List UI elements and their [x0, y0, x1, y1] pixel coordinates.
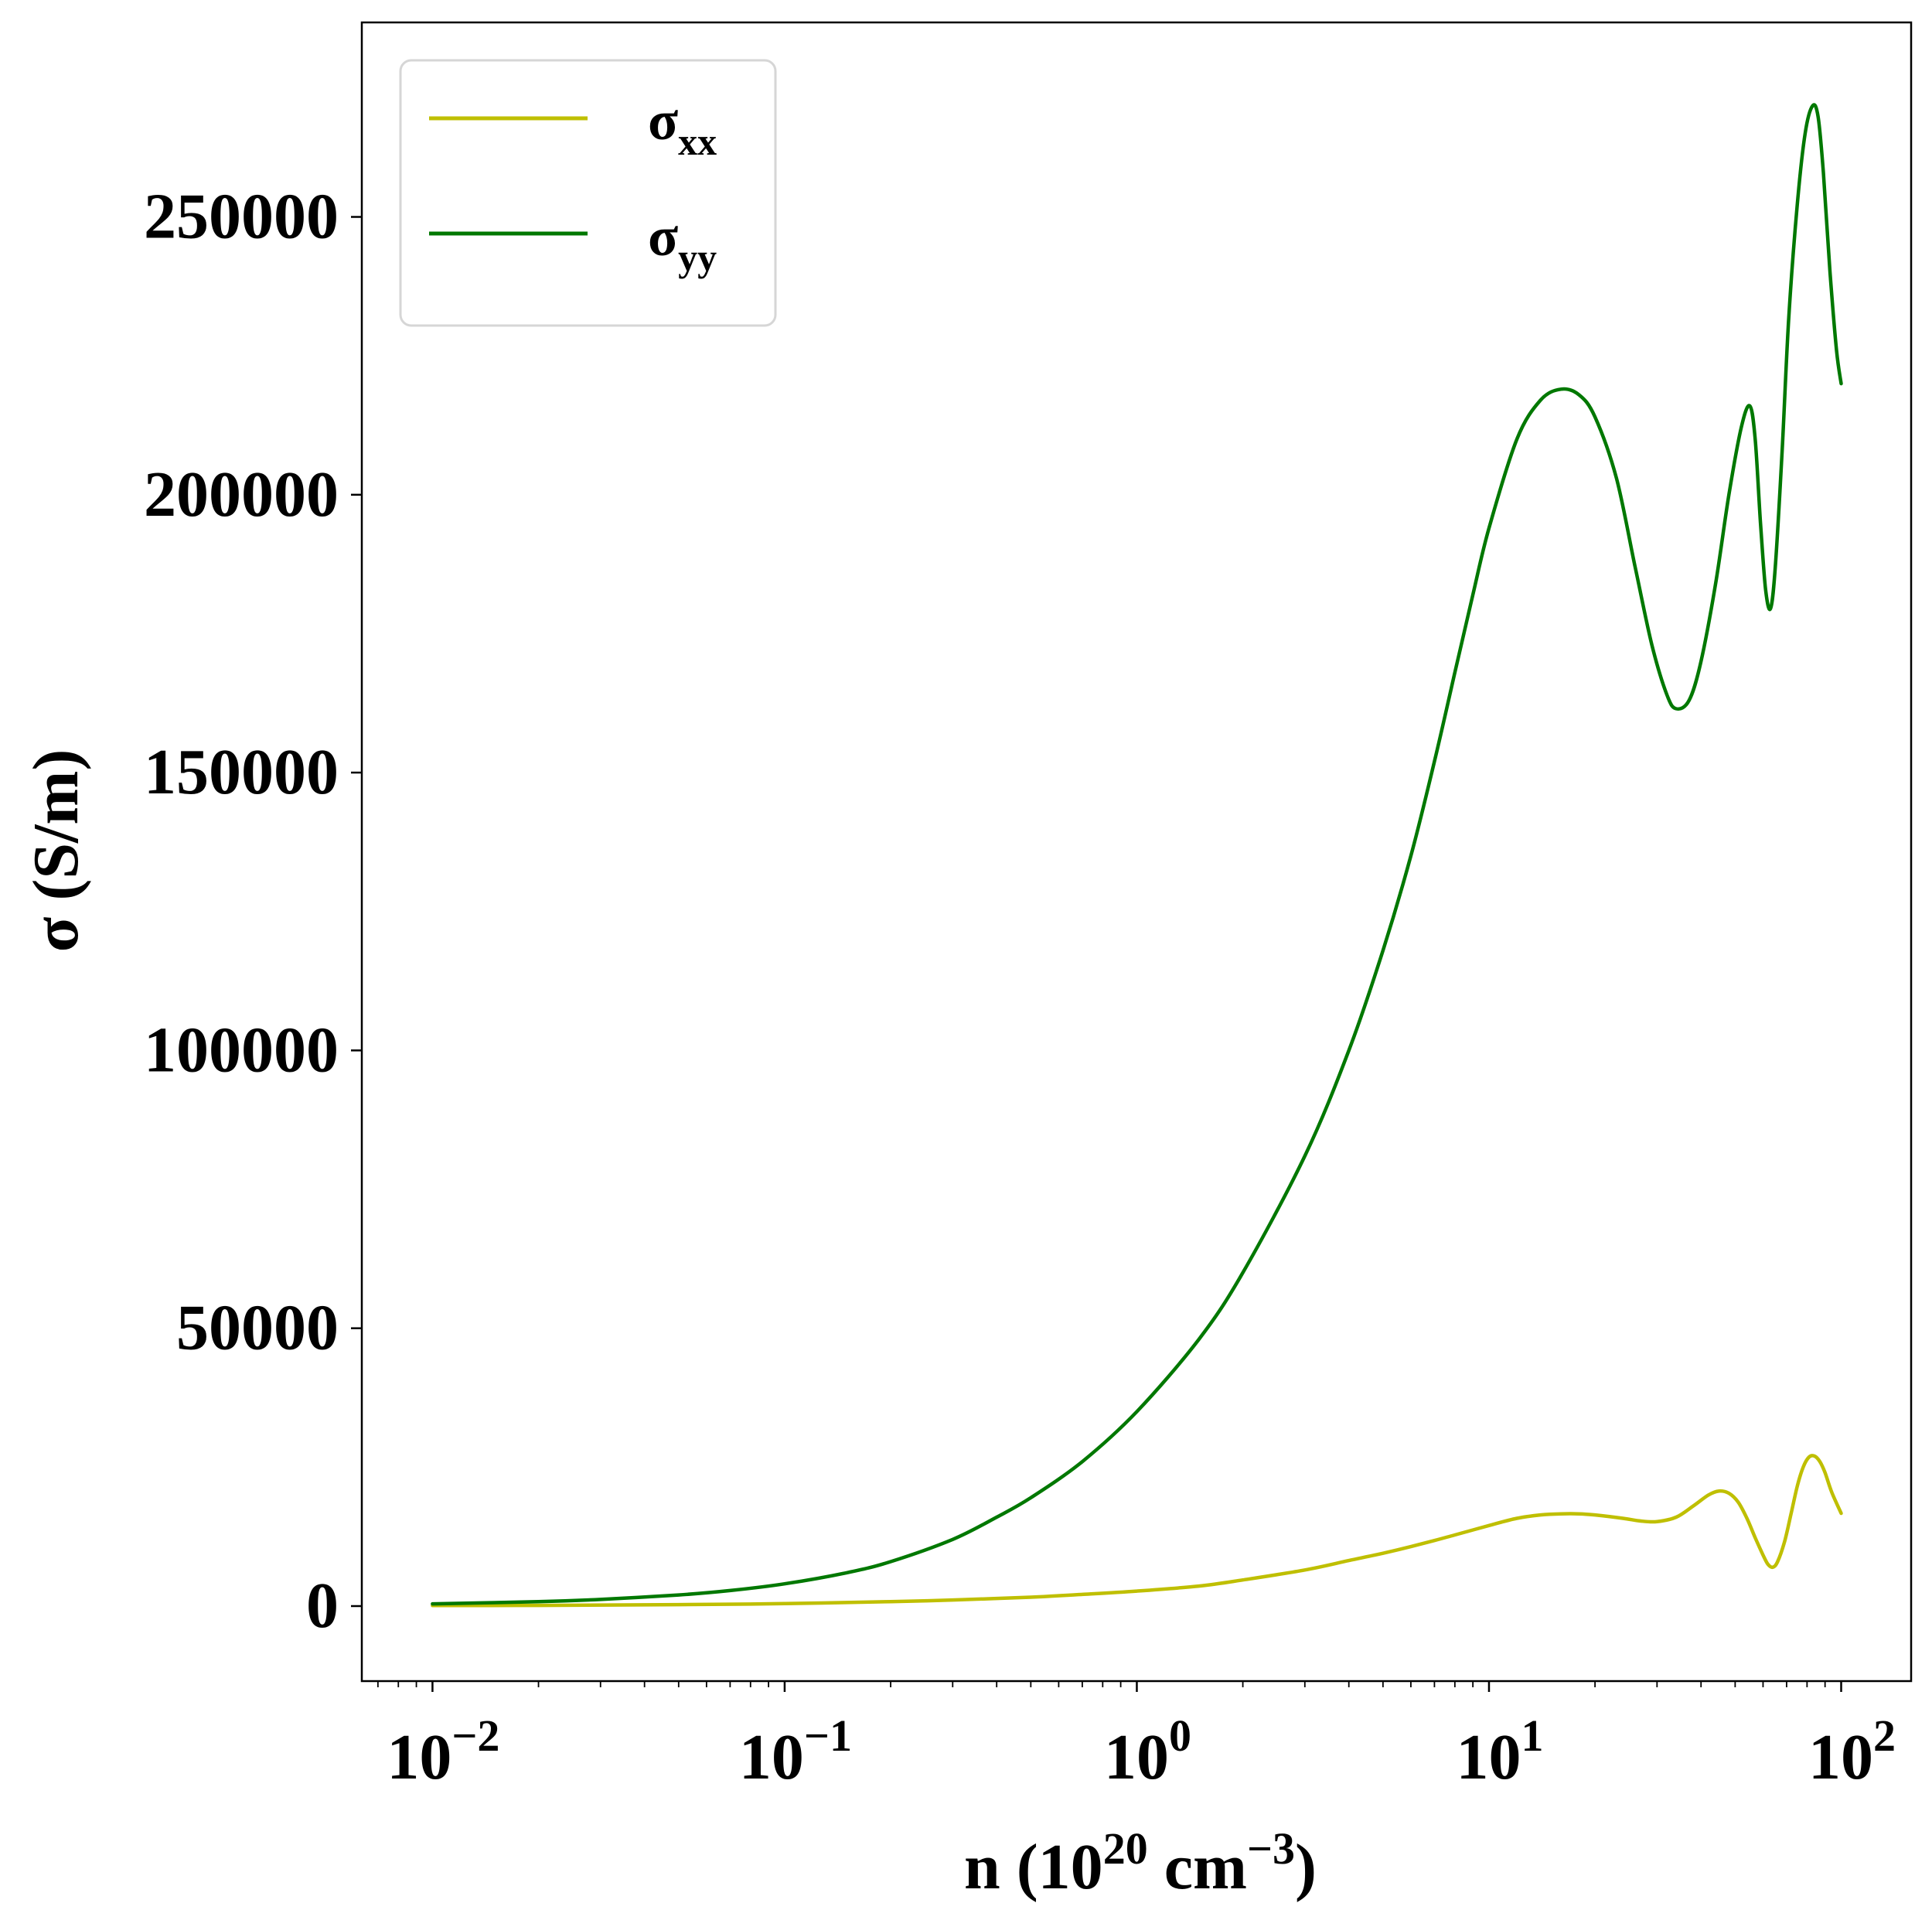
x-tick-label-base: 10 — [739, 1721, 804, 1793]
y-tick-label: 200000 — [144, 459, 339, 530]
y-tick-label: 150000 — [144, 736, 339, 808]
x-tick-label-base: 10 — [1456, 1721, 1521, 1793]
x-tick-label-exponent: −2 — [451, 1710, 499, 1761]
x-axis-label: n (1020 cm−3) — [964, 1823, 1317, 1903]
x-tick-label-exponent: 0 — [1169, 1710, 1191, 1761]
x-tick-label: 100 — [1104, 1710, 1191, 1793]
x-tick-label-exponent: 1 — [1521, 1710, 1543, 1761]
legend-label-sigma-xx-sub: xx — [678, 120, 717, 163]
y-tick-label: 50000 — [176, 1292, 339, 1364]
legend-label-sigma-xx: σxx — [648, 90, 717, 163]
legend-label-sigma-yy: σyy — [648, 206, 717, 279]
x-tick-label: 10−2 — [387, 1710, 499, 1793]
legend-frame — [399, 59, 777, 327]
legend-label-sigma-xx-main: σ — [648, 90, 678, 152]
x-axis-label-sup1: 20 — [1103, 1823, 1148, 1874]
x-axis-label-base: n (10 — [964, 1831, 1103, 1903]
x-axis-ticks: 10−2 10−1 100 101 102 — [387, 1681, 1896, 1793]
series-layer — [431, 103, 1843, 1608]
x-tick-label-base: 10 — [387, 1721, 451, 1793]
y-axis-label: σ (S/m) — [20, 749, 92, 953]
x-axis-label-end: ) — [1295, 1831, 1317, 1903]
legend: σxx σyy — [399, 59, 777, 327]
x-tick-label-base: 10 — [1104, 1721, 1169, 1793]
x-tick-label: 102 — [1808, 1710, 1896, 1793]
x-axis-minor-ticks — [377, 1681, 1826, 1687]
x-axis-label-sup2: −3 — [1247, 1823, 1295, 1874]
x-tick-label: 10−1 — [739, 1710, 852, 1793]
y-tick-label: 0 — [306, 1570, 339, 1642]
x-tick-label: 101 — [1456, 1710, 1543, 1793]
series-line-sigma-yy — [431, 103, 1843, 1606]
y-tick-label: 250000 — [144, 181, 339, 253]
x-tick-label-exponent: −1 — [804, 1710, 852, 1761]
x-axis-label-mid: cm — [1148, 1831, 1247, 1903]
legend-label-sigma-yy-sub: yy — [678, 236, 717, 279]
legend-label-sigma-yy-main: σ — [648, 206, 678, 268]
y-axis-ticks: 0 50000 100000 150000 200000 250000 — [144, 181, 362, 1642]
x-tick-label-base: 10 — [1808, 1721, 1873, 1793]
series-line-sigma-xx — [431, 1454, 1843, 1608]
x-tick-label-exponent: 2 — [1873, 1710, 1896, 1761]
y-tick-label: 100000 — [144, 1014, 339, 1086]
